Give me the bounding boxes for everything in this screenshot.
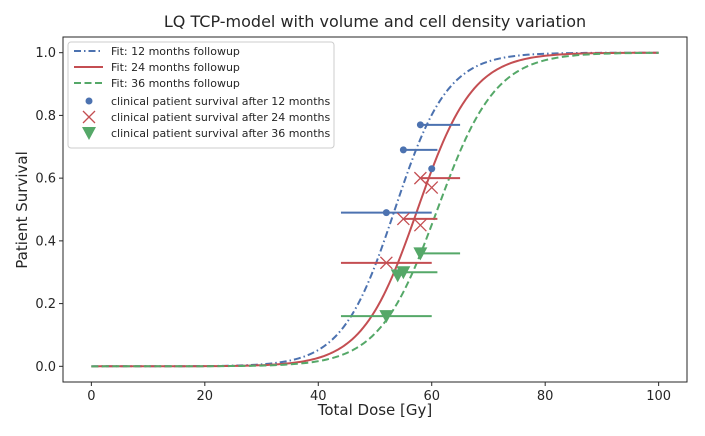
clinical-point [416, 121, 424, 129]
clinical-data [340, 121, 461, 324]
chart-title: LQ TCP-model with volume and cell densit… [164, 12, 586, 31]
y-tick-label: 1.0 [35, 46, 56, 61]
clinical-point [413, 171, 427, 185]
legend: Fit: 12 months followup Fit: 24 months fo… [67, 41, 335, 149]
fit-curves [91, 51, 659, 368]
x-axis-label: Total Dose [Gy] [317, 401, 433, 419]
clinical-point [382, 209, 390, 217]
legend-label: clinical patient survival after 12 month… [111, 95, 330, 108]
legend-marker [85, 97, 93, 105]
fit-curve-3 [91, 51, 659, 368]
y-tick-label: 0.2 [35, 297, 56, 312]
clinical-point [413, 218, 427, 232]
legend-label: Fit: 24 months followup [111, 61, 240, 74]
x-axis: 0 20 40 60 80 100 [87, 382, 671, 404]
x-tick-label: 80 [537, 389, 554, 404]
legend-box [67, 41, 335, 149]
clinical-point [413, 247, 428, 261]
legend-label: Fit: 12 months followup [111, 45, 240, 58]
clinical-point [390, 269, 405, 283]
clinical-point [379, 310, 394, 324]
clinical-point [396, 212, 410, 226]
x-tick-label: 20 [197, 389, 214, 404]
y-tick-label: 0.6 [35, 172, 56, 187]
x-tick-label: 100 [646, 389, 671, 404]
y-tick-label: 0.0 [35, 360, 56, 375]
clinical-point [425, 181, 439, 195]
legend-marker [82, 127, 96, 140]
clinical-point [379, 256, 393, 270]
legend-marker [82, 110, 96, 124]
x-tick-label: 60 [423, 389, 440, 404]
legend-label: clinical patient survival after 24 month… [111, 111, 330, 124]
clinical-point [399, 146, 407, 154]
y-axis: 0.0 0.2 0.4 0.6 0.8 1.0 [35, 46, 63, 375]
y-tick-label: 0.8 [35, 109, 56, 124]
y-axis-label: Patient Survival [13, 151, 31, 268]
legend-label: clinical patient survival after 36 month… [111, 127, 330, 140]
clinical-point [428, 165, 436, 173]
x-tick-label: 0 [87, 389, 95, 404]
x-tick-label: 40 [310, 389, 327, 404]
legend-label: Fit: 36 months followup [111, 77, 240, 90]
y-tick-label: 0.4 [35, 234, 56, 249]
